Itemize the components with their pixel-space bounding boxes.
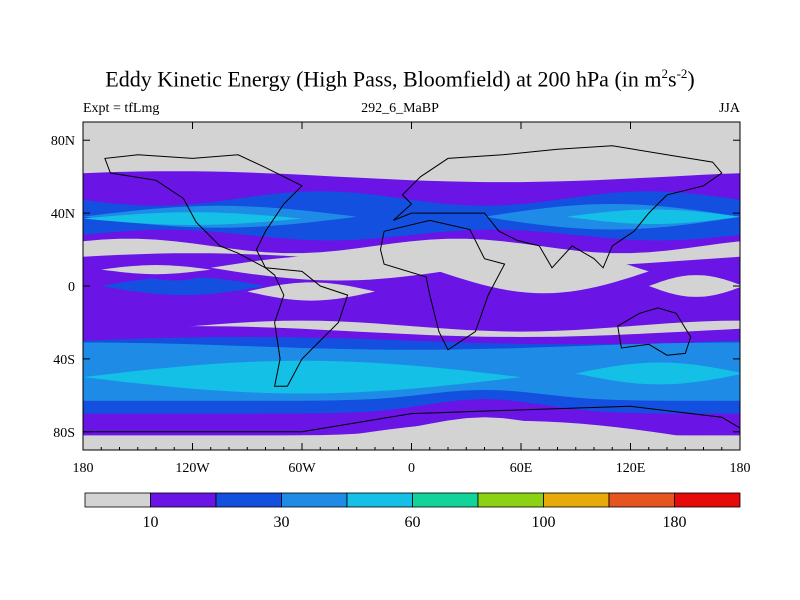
x-tick-label: 180 xyxy=(730,461,751,476)
subtitle-left: Expt = tfLmg xyxy=(83,101,160,116)
contour-field xyxy=(83,122,740,450)
x-tick-label: 120E xyxy=(616,461,646,476)
unit-exponent-1: 2 xyxy=(661,66,669,81)
colorbar-swatch xyxy=(215,492,282,508)
colorbar-label: 100 xyxy=(532,514,556,531)
north-america-outline xyxy=(104,154,303,269)
tropical-pacific-level-2 xyxy=(101,276,266,296)
sh-core-level-4-west xyxy=(83,360,521,394)
x-tick-label: 120W xyxy=(175,461,210,476)
y-tick-label: 0 xyxy=(68,280,75,295)
colorbar-swatch xyxy=(608,492,675,508)
colorbar-swatch xyxy=(346,492,413,508)
x-tick-label: 60E xyxy=(510,461,533,476)
chart-title-text: Eddy Kinetic Energy (High Pass, Bloomfie… xyxy=(105,66,662,92)
nh-pacific-level-4 xyxy=(566,209,740,224)
colorbar-swatch xyxy=(412,492,479,508)
gap-east-pacific xyxy=(101,265,211,275)
x-tick-label: 60W xyxy=(288,461,316,476)
unit-s: s xyxy=(668,66,677,92)
antarctica-outline xyxy=(83,405,740,433)
coastlines xyxy=(83,145,740,433)
colorbar-swatch xyxy=(150,492,217,508)
colorbar-swatch xyxy=(281,492,348,508)
colorbar-label: 180 xyxy=(663,514,687,531)
colorbar-label: 10 xyxy=(143,514,159,531)
y-tick-label: 80N xyxy=(51,134,75,149)
sh-core-level-4-east xyxy=(575,362,740,385)
subtitle-right: JJA xyxy=(718,101,740,116)
subtitle-center: 292_6_MaBP xyxy=(361,101,439,116)
antarctic-gap xyxy=(302,420,722,450)
eurasia-outline xyxy=(392,145,723,269)
unit-exponent-2: -2 xyxy=(676,66,688,81)
australia-outline xyxy=(617,307,692,356)
nh-atlantic-level-4 xyxy=(83,212,302,225)
africa-outline xyxy=(379,219,506,351)
y-tick-label: 40S xyxy=(53,353,75,368)
colorbar-swatch xyxy=(477,492,544,508)
y-tick-label: 40N xyxy=(51,207,75,222)
colorbar-label: 30 xyxy=(274,514,290,531)
unit-close: ) xyxy=(687,66,695,92)
colorbar-swatch xyxy=(543,492,610,508)
y-tick-label: 80S xyxy=(53,426,75,441)
gap-west-pacific xyxy=(648,275,740,297)
colorbar: 10 30 60 100 180 xyxy=(84,492,741,531)
x-tick-label: 180 xyxy=(73,461,94,476)
colorbar-swatch xyxy=(674,492,741,508)
south-america-outline xyxy=(265,267,349,387)
gap-america-africa xyxy=(210,255,467,281)
axes: 180 120W 60W 0 60E 120E 180 80N 40N 0 40S 80S xyxy=(51,122,751,476)
colorbar-swatch xyxy=(84,492,151,508)
colorbar-label: 60 xyxy=(405,514,421,531)
x-tick-label: 0 xyxy=(408,461,415,476)
gap-south-atlantic xyxy=(247,282,375,301)
chart-title: Eddy Kinetic Energy (High Pass, Bloomfie… xyxy=(0,66,800,92)
